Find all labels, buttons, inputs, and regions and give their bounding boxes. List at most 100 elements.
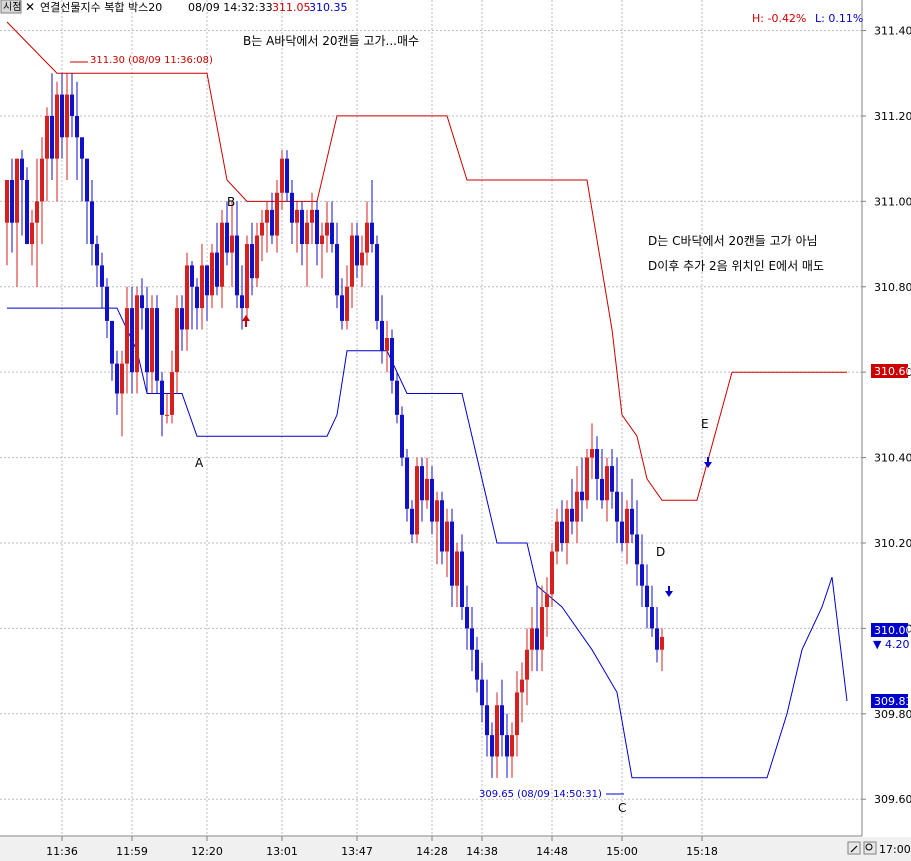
candle-body bbox=[10, 180, 14, 223]
candle bbox=[635, 500, 639, 586]
candle bbox=[300, 201, 304, 266]
candle bbox=[420, 457, 424, 522]
candle-body bbox=[200, 265, 204, 309]
candle bbox=[560, 500, 564, 552]
candle-body bbox=[575, 491, 579, 522]
x-tick-label: 15:00 bbox=[606, 845, 638, 858]
candle-body bbox=[525, 649, 529, 680]
candle-body bbox=[100, 265, 104, 287]
candle-body bbox=[455, 551, 459, 586]
y-tick-label: 311.00 bbox=[874, 195, 911, 208]
candle-body bbox=[310, 209, 314, 223]
candle-body bbox=[305, 222, 309, 245]
candle bbox=[115, 350, 119, 415]
candle-body bbox=[75, 115, 79, 138]
y-tick-label: 311.20 bbox=[874, 110, 911, 123]
candle-body bbox=[395, 380, 399, 415]
candle-body bbox=[505, 735, 509, 757]
candle bbox=[590, 423, 594, 479]
candle-body bbox=[175, 308, 179, 373]
header-price-high: 311.05 bbox=[272, 1, 311, 14]
y-tick-label: 310.80 bbox=[874, 281, 911, 294]
price-bands bbox=[6, 21, 848, 779]
candle bbox=[65, 73, 69, 180]
candle-body bbox=[190, 265, 194, 287]
candle bbox=[400, 406, 404, 467]
x-tick-label: 14:38 bbox=[466, 845, 498, 858]
lower-band-badge: 309.83 bbox=[874, 695, 911, 708]
candle bbox=[15, 158, 19, 287]
candle-body bbox=[165, 414, 169, 416]
candle-body bbox=[470, 628, 474, 650]
candle-body bbox=[500, 705, 504, 736]
candle-body bbox=[445, 521, 449, 552]
candle bbox=[555, 508, 559, 565]
candle bbox=[350, 222, 354, 309]
candle-body bbox=[210, 252, 214, 296]
candle bbox=[565, 500, 569, 565]
candle bbox=[605, 457, 609, 522]
candle bbox=[640, 534, 644, 608]
candle-body bbox=[540, 607, 544, 650]
candle-body bbox=[635, 534, 639, 565]
candle-body bbox=[515, 692, 519, 736]
candle-body bbox=[275, 192, 279, 236]
edit-icon[interactable] bbox=[847, 841, 861, 855]
candle bbox=[250, 222, 254, 296]
candle bbox=[280, 150, 284, 210]
header-price-low: 310.35 bbox=[309, 1, 348, 14]
candle-body bbox=[150, 308, 154, 373]
candle bbox=[145, 286, 149, 394]
header-badge[interactable]: 시점 bbox=[3, 1, 21, 13]
candle bbox=[175, 295, 179, 394]
candle bbox=[580, 457, 584, 522]
candle bbox=[355, 222, 359, 279]
buy-arrow-icon bbox=[242, 315, 250, 327]
candle-body bbox=[50, 115, 54, 159]
candle bbox=[220, 209, 224, 309]
candle bbox=[575, 466, 579, 543]
candle-body bbox=[555, 521, 559, 552]
candle bbox=[40, 137, 44, 245]
candle-body bbox=[15, 158, 19, 223]
x-tick-label: 11:36 bbox=[46, 845, 78, 858]
candle bbox=[430, 466, 434, 535]
candle bbox=[485, 679, 489, 757]
label-c: C bbox=[618, 801, 626, 815]
candle-body bbox=[290, 192, 294, 223]
candle-body bbox=[550, 551, 554, 595]
candle bbox=[600, 449, 604, 509]
candle-body bbox=[45, 115, 49, 159]
candle bbox=[20, 150, 24, 236]
candle-body bbox=[630, 508, 634, 535]
candle bbox=[625, 500, 629, 565]
candle bbox=[330, 201, 334, 253]
candle bbox=[585, 449, 589, 509]
candle bbox=[545, 577, 549, 637]
candle bbox=[5, 180, 9, 266]
candle-body bbox=[520, 679, 524, 693]
x-axis: 11:36 11:59 12:20 13:01 13:47 14:28 14:38 14:48… bbox=[46, 836, 718, 858]
candle-body bbox=[110, 320, 114, 364]
candle-body bbox=[450, 521, 454, 586]
candle bbox=[190, 261, 194, 330]
close-icon[interactable]: ✕ bbox=[25, 0, 35, 14]
y-axis: 311.40311.20311.00310.80310.60310.40310.… bbox=[862, 25, 911, 806]
x-tick-label: 15:18 bbox=[686, 845, 718, 858]
header-badge-box[interactable] bbox=[0, 0, 22, 14]
candle-body bbox=[90, 201, 94, 245]
candle-body bbox=[215, 252, 219, 287]
note-d1: D는 C바닥에서 20캔들 고가 아님 bbox=[648, 234, 818, 248]
candle-body bbox=[325, 222, 329, 236]
candle bbox=[410, 500, 414, 543]
candle-body bbox=[410, 508, 414, 535]
candle bbox=[35, 158, 39, 287]
candle-body bbox=[545, 594, 549, 608]
header: 시점 ✕ 연결선물지수 복합 박스20 08/09 14:32:33 311.0… bbox=[0, 0, 863, 25]
candle-body bbox=[365, 222, 369, 253]
candle-body bbox=[530, 628, 534, 650]
candle bbox=[510, 722, 514, 778]
y-tick-label: 309.60 bbox=[874, 793, 911, 806]
candle-body bbox=[260, 222, 264, 236]
candle-body bbox=[605, 466, 609, 501]
